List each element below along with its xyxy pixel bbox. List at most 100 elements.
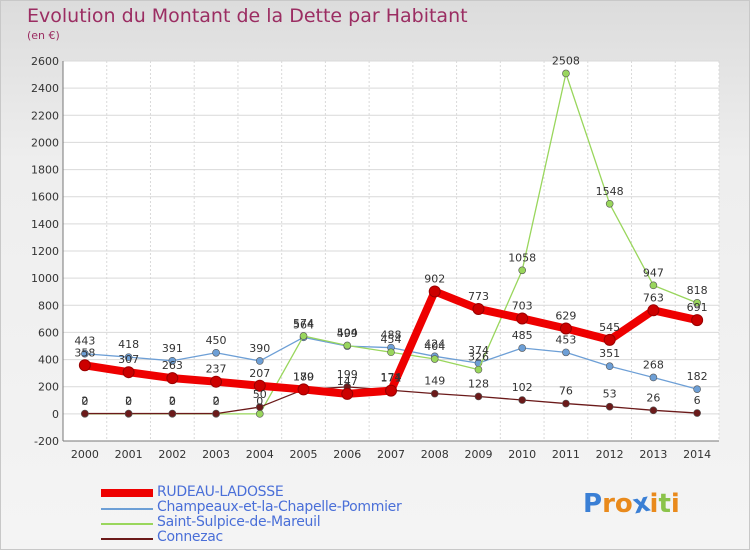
- y-tick-label: 2200: [31, 109, 59, 122]
- data-label: 450: [206, 334, 227, 347]
- data-label: 0: [125, 395, 132, 408]
- data-label: 102: [512, 381, 533, 394]
- data-label: 358: [74, 346, 95, 359]
- data-point: [693, 409, 701, 417]
- data-point: [691, 314, 704, 327]
- data-point: [255, 403, 264, 411]
- data-label: 263: [162, 359, 183, 372]
- data-point: [605, 362, 614, 371]
- data-point: [430, 389, 439, 398]
- legend-label-champeaux: Champeaux-et-la-Chapelle-Pommier: [157, 499, 402, 515]
- data-label: 574: [293, 317, 314, 330]
- data-point: [649, 281, 658, 290]
- logo-letter: o: [614, 489, 633, 519]
- data-label: 128: [468, 377, 489, 390]
- x-tick-label: 2008: [421, 448, 449, 461]
- y-tick-label: 1200: [31, 245, 59, 258]
- legend-swatch-saint-sulpice: [101, 523, 153, 525]
- data-point: [474, 365, 483, 374]
- data-label: 0: [81, 395, 88, 408]
- data-label: 629: [555, 309, 576, 322]
- data-point: [562, 399, 570, 408]
- y-tick-label: 2600: [31, 55, 59, 68]
- y-tick-label: -200: [34, 435, 59, 448]
- data-label: 404: [424, 340, 445, 353]
- data-point: [78, 359, 91, 372]
- data-label: 307: [118, 353, 139, 366]
- y-tick-label: 1400: [31, 218, 59, 231]
- data-label: 703: [512, 299, 533, 312]
- data-label: 26: [646, 391, 660, 404]
- data-point: [253, 379, 266, 392]
- data-point: [649, 373, 658, 382]
- data-label: 773: [468, 290, 489, 303]
- data-point: [81, 349, 89, 358]
- data-label: 418: [118, 338, 139, 351]
- data-point: [168, 409, 177, 418]
- x-tick-label: 2001: [115, 448, 143, 461]
- data-point: [562, 69, 570, 78]
- x-tick-label: 2000: [71, 448, 99, 461]
- data-point: [474, 392, 483, 401]
- data-point: [428, 285, 441, 298]
- x-tick-label: 2004: [246, 448, 274, 461]
- data-point: [343, 341, 352, 350]
- data-label: 2508: [552, 54, 580, 67]
- data-label: 180: [293, 370, 314, 383]
- data-point: [518, 266, 527, 275]
- data-label: 488: [381, 329, 402, 342]
- data-label: 182: [687, 370, 708, 383]
- data-point: [341, 387, 354, 400]
- data-label: 1058: [508, 251, 536, 264]
- logo-letter: r: [602, 489, 615, 519]
- data-point: [559, 322, 572, 335]
- data-point: [605, 199, 614, 208]
- y-tick-label: 800: [38, 299, 59, 312]
- y-tick-label: 1000: [31, 272, 59, 285]
- data-point: [212, 409, 220, 418]
- data-label: 179: [293, 371, 314, 384]
- legend-swatch-connezac: [101, 538, 153, 540]
- data-label: 2: [81, 395, 88, 408]
- chart-title: Evolution du Montant de la Dette par Hab…: [27, 5, 468, 27]
- data-point: [255, 357, 264, 365]
- data-label: 947: [643, 266, 664, 279]
- legend-swatch-rudeau: [101, 489, 153, 497]
- data-label: 454: [381, 333, 402, 346]
- data-label: 207: [249, 367, 270, 380]
- legend-label-rudeau: RUDEAU-LADOSSE: [157, 484, 284, 500]
- data-point: [122, 366, 135, 379]
- unit-label: (en €): [27, 29, 60, 42]
- data-point: [649, 406, 658, 415]
- y-tick-label: 400: [38, 354, 59, 367]
- data-label: 374: [468, 344, 489, 357]
- data-label: 504: [337, 326, 358, 339]
- x-tick-label: 2010: [508, 448, 536, 461]
- y-tick-label: 600: [38, 326, 59, 339]
- data-point: [693, 385, 701, 393]
- proxiti-logo: Proxiti: [583, 488, 680, 521]
- data-label: 2: [125, 395, 132, 408]
- data-label: 691: [687, 301, 708, 314]
- logo-letter: i: [649, 489, 659, 519]
- legend-swatch-champeaux: [101, 508, 153, 510]
- data-point: [255, 410, 264, 418]
- data-label: 443: [74, 335, 95, 348]
- legend-label-saint-sulpice: Saint-Sulpice-de-Mareuil: [157, 514, 321, 530]
- x-tick-label: 2005: [290, 448, 318, 461]
- y-tick-label: 1800: [31, 164, 59, 177]
- data-label: 6: [694, 394, 701, 407]
- y-tick-label: 200: [38, 381, 59, 394]
- data-point: [387, 348, 395, 357]
- data-label: 1548: [596, 185, 624, 198]
- data-label: 0: [256, 395, 263, 408]
- data-point: [693, 299, 701, 307]
- data-label: 2: [213, 395, 220, 408]
- data-point: [124, 409, 133, 418]
- x-tick-label: 2006: [333, 448, 361, 461]
- logo-letter: i: [670, 489, 680, 519]
- logo-letter: t: [658, 489, 671, 519]
- data-point: [603, 333, 616, 346]
- x-tick-label: 2011: [552, 448, 580, 461]
- data-label: 0: [169, 395, 176, 408]
